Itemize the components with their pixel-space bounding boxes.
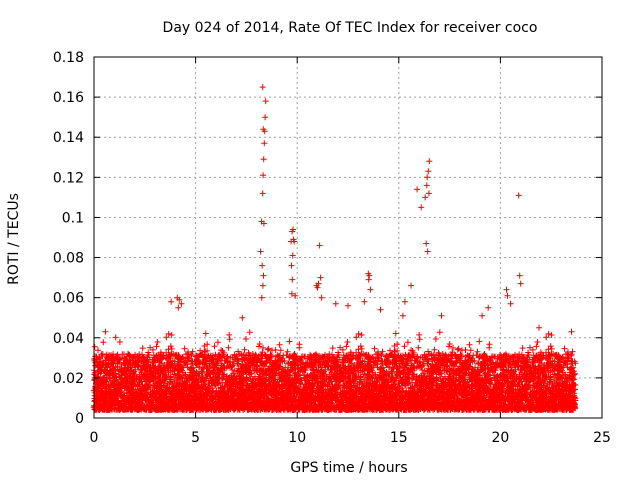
data-point xyxy=(426,158,433,165)
data-point xyxy=(438,312,445,319)
data-point xyxy=(313,282,320,289)
data-points xyxy=(168,84,575,335)
data-point xyxy=(401,298,408,305)
data-point xyxy=(332,300,339,307)
x-tick-label: 0 xyxy=(90,430,99,446)
data-point xyxy=(504,292,511,299)
y-tick-label: 0.16 xyxy=(53,90,84,106)
data-point xyxy=(503,286,510,293)
x-tick-label: 5 xyxy=(191,430,200,446)
x-tick-label: 20 xyxy=(491,430,509,446)
data-point xyxy=(262,114,269,121)
x-tick-label: 25 xyxy=(593,430,611,446)
data-point xyxy=(318,294,325,301)
x-tick-label: 15 xyxy=(390,430,408,446)
y-tick-label: 0.02 xyxy=(53,371,84,387)
data-point xyxy=(289,276,296,283)
data-point xyxy=(414,186,421,193)
data-point xyxy=(568,328,575,335)
data-point xyxy=(507,300,514,307)
data-point xyxy=(288,262,295,269)
y-tick-labels: 0 0.02 0.04 0.06 0.08 0.1 0.12 0.14 0.16 0.18 xyxy=(53,50,84,427)
data-point xyxy=(288,290,295,297)
data-point xyxy=(485,304,492,311)
x-tick-labels: 0 5 10 15 20 25 xyxy=(90,430,611,446)
data-point xyxy=(425,168,432,175)
data-point xyxy=(423,240,430,247)
data-point xyxy=(261,140,268,147)
data-point xyxy=(399,312,406,319)
data-point xyxy=(291,238,298,245)
data-point xyxy=(316,242,323,249)
data-point xyxy=(418,204,425,211)
y-tick-label: 0.12 xyxy=(53,170,84,186)
data-point xyxy=(292,292,299,299)
x-tick-label: 10 xyxy=(288,430,306,446)
data-point xyxy=(365,276,372,283)
data-point xyxy=(424,174,431,181)
data-point xyxy=(178,300,185,307)
data-point xyxy=(289,252,296,259)
data-point xyxy=(377,306,384,313)
data-point xyxy=(317,274,324,281)
y-tick-label: 0.04 xyxy=(53,331,84,347)
x-axis-label: GPS time / hours xyxy=(290,460,407,476)
data-point xyxy=(536,324,542,331)
data-point xyxy=(175,304,182,311)
data-point xyxy=(259,190,266,197)
data-point xyxy=(367,286,374,293)
data-point xyxy=(425,190,432,197)
data-point xyxy=(239,314,246,321)
data-point xyxy=(260,126,267,133)
y-tick-label: 0.14 xyxy=(53,130,84,146)
data-point xyxy=(260,172,267,179)
data-point xyxy=(361,298,368,305)
axis-ticks xyxy=(93,56,603,419)
y-tick-label: 0.1 xyxy=(62,210,84,226)
y-tick-label: 0.06 xyxy=(53,291,84,307)
data-point xyxy=(408,282,414,289)
data-point xyxy=(515,192,522,199)
data-point xyxy=(479,312,486,319)
data-point xyxy=(366,272,373,279)
data-point xyxy=(260,156,267,163)
data-point xyxy=(262,98,269,105)
y-tick-label: 0.08 xyxy=(53,251,84,267)
data-point xyxy=(260,220,267,227)
data-point xyxy=(260,272,267,279)
data-point xyxy=(259,282,266,289)
y-axis-label: ROTI / TECUs xyxy=(6,193,22,285)
plot-frame xyxy=(93,56,603,419)
data-point xyxy=(423,182,430,189)
data-point xyxy=(176,296,183,303)
data-point xyxy=(517,280,524,287)
data-point xyxy=(345,302,351,309)
data-point xyxy=(168,298,175,305)
data-point xyxy=(424,248,431,255)
y-tick-label: 0 xyxy=(75,411,84,427)
data-point xyxy=(257,248,264,255)
data-point xyxy=(258,294,265,301)
data-point xyxy=(290,226,297,233)
data-point xyxy=(259,84,266,91)
y-tick-label: 0.18 xyxy=(53,50,84,66)
data-point xyxy=(259,262,266,269)
data-point xyxy=(516,272,523,279)
chart-title: Day 024 of 2014, Rate Of TEC Index for r… xyxy=(163,20,538,36)
data-point xyxy=(422,194,429,201)
